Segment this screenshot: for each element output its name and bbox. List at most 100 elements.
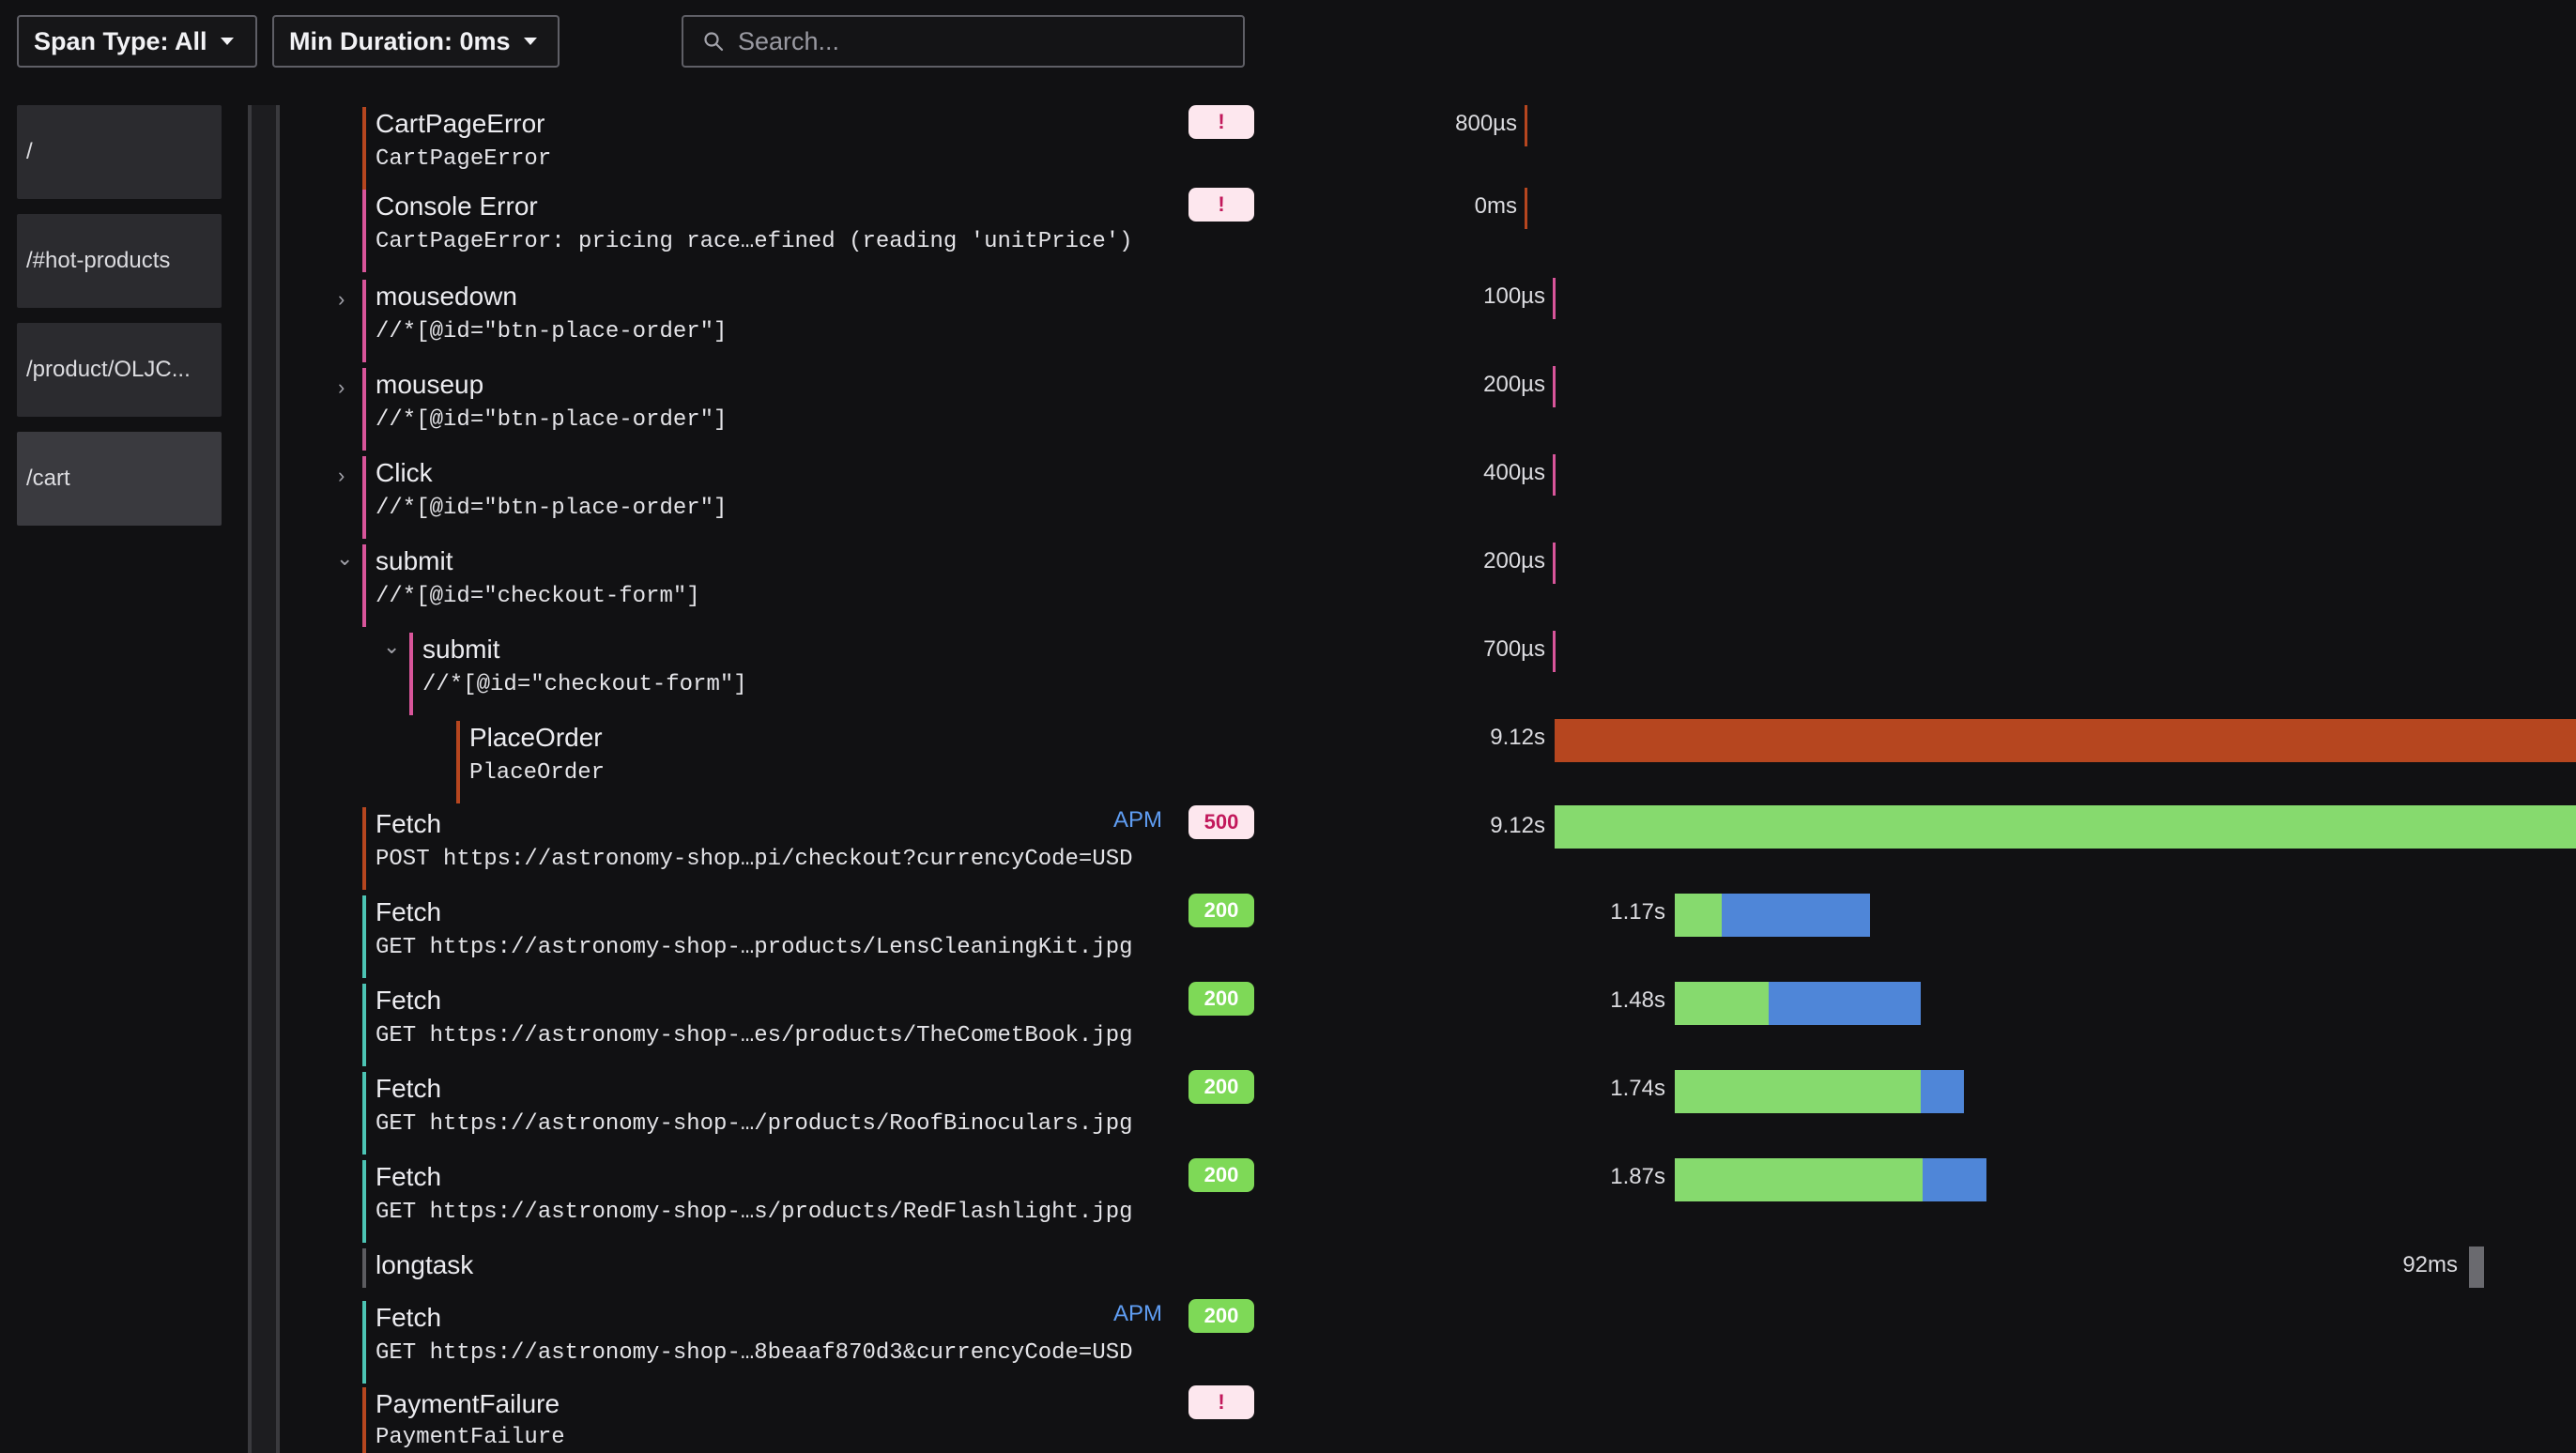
span-timeline-bar-wait — [1675, 1070, 1921, 1113]
span-duration: 1.17s — [1610, 899, 1665, 925]
span-type-dropdown[interactable]: Span Type: All — [17, 15, 257, 68]
span-detail: GET https://astronomy-shop-…8beaaf870d3&… — [376, 1340, 1133, 1366]
span-timeline-bar — [1553, 278, 1556, 319]
min-duration-label: Min Duration: 0ms — [289, 26, 511, 55]
span-row[interactable]: Fetch GET https://astronomy-shop-…/produ… — [0, 1070, 2576, 1158]
span-timeline-bar — [1555, 805, 2576, 849]
span-name: Fetch — [376, 1162, 442, 1191]
span-name: submit — [376, 546, 453, 575]
span-name: CartPageError — [376, 109, 545, 138]
chevron-down-icon — [523, 38, 537, 45]
span-detail: GET https://astronomy-shop-…products/Len… — [376, 935, 1133, 960]
span-duration: 200µs — [1483, 548, 1545, 574]
span-timeline-bar-download — [1923, 1158, 1986, 1201]
span-color-bar — [362, 280, 366, 362]
span-row[interactable]: › mousedown //*[@id="btn-place-order"] 1… — [0, 278, 2576, 366]
span-duration: 92ms — [2402, 1252, 2458, 1277]
span-color-bar — [362, 1301, 366, 1384]
status-badge: 200 — [1188, 1158, 1254, 1192]
span-duration: 400µs — [1483, 460, 1545, 485]
span-timeline-bar — [2469, 1247, 2484, 1288]
span-row[interactable]: Fetch GET https://astronomy-shop-…produc… — [0, 894, 2576, 982]
span-row[interactable]: longtask 92ms — [0, 1247, 2576, 1290]
span-duration: 200µs — [1483, 372, 1545, 397]
search-input[interactable] — [738, 26, 1226, 56]
chevron-right-icon[interactable]: › — [338, 287, 345, 311]
span-detail: GET https://astronomy-shop-…/products/Ro… — [376, 1111, 1133, 1137]
span-detail: GET https://astronomy-shop-…es/products/… — [376, 1023, 1133, 1048]
span-color-bar — [362, 1160, 366, 1243]
scroll-track[interactable] — [252, 105, 276, 1453]
span-row[interactable]: › Click //*[@id="btn-place-order"] 400µs — [0, 454, 2576, 543]
chevron-right-icon[interactable]: › — [338, 375, 345, 399]
span-name: submit — [422, 635, 500, 664]
span-color-bar — [362, 107, 366, 190]
span-row[interactable]: Fetch GET https://astronomy-shop-…s/prod… — [0, 1158, 2576, 1247]
span-color-bar — [362, 1248, 366, 1288]
span-color-bar — [362, 1072, 366, 1155]
span-detail: PlaceOrder — [469, 760, 606, 786]
chevron-down-icon[interactable]: ⌄ — [336, 546, 354, 570]
chevron-right-icon[interactable]: › — [338, 464, 345, 487]
span-name: Fetch — [376, 809, 442, 838]
span-timeline-bar — [1553, 631, 1556, 672]
error-badge: ! — [1188, 1385, 1254, 1419]
error-badge: ! — [1188, 188, 1254, 222]
span-duration: 1.48s — [1610, 987, 1665, 1013]
page-item-hot-products[interactable]: /#hot-products — [17, 214, 222, 308]
span-row[interactable]: ⌄ submit //*[@id="checkout-form"] 700µs — [0, 631, 2576, 719]
span-timeline-bar-wait — [1675, 894, 1722, 937]
page-item-product[interactable]: /product/OLJC... — [17, 323, 222, 417]
page-list: / /#hot-products /product/OLJC... /cart — [17, 105, 222, 541]
span-row[interactable]: Fetch GET https://astronomy-shop-…es/pro… — [0, 982, 2576, 1070]
span-timeline-bar — [1525, 188, 1527, 229]
page-item-label: / — [26, 139, 33, 164]
page-item-cart[interactable]: /cart — [17, 432, 222, 526]
span-color-bar — [362, 895, 366, 978]
span-name: PlaceOrder — [469, 723, 603, 752]
status-badge: 200 — [1188, 894, 1254, 927]
span-row[interactable]: Fetch GET https://astronomy-shop-…8beaaf… — [0, 1299, 2576, 1387]
span-timeline-bar-download — [1769, 982, 1921, 1025]
span-duration: 9.12s — [1490, 725, 1545, 750]
min-duration-dropdown[interactable]: Min Duration: 0ms — [272, 15, 560, 68]
span-color-bar — [409, 633, 413, 715]
apm-link[interactable]: APM — [1113, 807, 1163, 833]
span-row[interactable]: CartPageError CartPageError ! 800µs — [0, 105, 2576, 193]
span-duration: 800µs — [1455, 111, 1517, 136]
span-detail: PaymentFailure — [376, 1425, 565, 1450]
span-timeline-bar — [1525, 105, 1527, 146]
span-row[interactable]: Fetch POST https://astronomy-shop…pi/che… — [0, 805, 2576, 894]
span-row[interactable]: Console Error CartPageError: pricing rac… — [0, 188, 2576, 276]
span-duration: 700µs — [1483, 636, 1545, 662]
span-name: Fetch — [376, 986, 442, 1015]
page-item-root[interactable]: / — [17, 105, 222, 199]
span-timeline-bar — [1553, 454, 1556, 496]
divider — [276, 105, 280, 1453]
span-detail: //*[@id="btn-place-order"] — [376, 496, 728, 521]
span-row[interactable]: PaymentFailure PaymentFailure ! — [0, 1385, 2576, 1453]
span-color-bar — [362, 456, 366, 539]
divider — [248, 105, 252, 1453]
span-color-bar — [362, 190, 366, 272]
span-detail: //*[@id="checkout-form"] — [422, 672, 747, 697]
error-badge: ! — [1188, 105, 1254, 139]
span-duration: 0ms — [1474, 193, 1517, 219]
status-badge: 200 — [1188, 1070, 1254, 1104]
status-badge: 500 — [1188, 805, 1254, 839]
span-timeline-bar — [1553, 366, 1556, 407]
chevron-down-icon[interactable]: ⌄ — [383, 635, 401, 658]
span-detail: POST https://astronomy-shop…pi/checkout?… — [376, 847, 1133, 872]
span-row[interactable]: ⌄ submit //*[@id="checkout-form"] 200µs — [0, 543, 2576, 631]
span-name: PaymentFailure — [376, 1389, 560, 1418]
span-color-bar — [362, 984, 366, 1066]
span-duration: 100µs — [1483, 283, 1545, 309]
search-box — [682, 15, 1245, 68]
span-row[interactable]: PlaceOrder PlaceOrder 9.12s — [0, 719, 2576, 807]
status-badge: 200 — [1188, 982, 1254, 1016]
apm-link[interactable]: APM — [1113, 1301, 1163, 1326]
status-badge: 200 — [1188, 1299, 1254, 1333]
span-timeline-bar — [1553, 543, 1556, 584]
span-row[interactable]: › mouseup //*[@id="btn-place-order"] 200… — [0, 366, 2576, 454]
span-color-bar — [362, 544, 366, 627]
